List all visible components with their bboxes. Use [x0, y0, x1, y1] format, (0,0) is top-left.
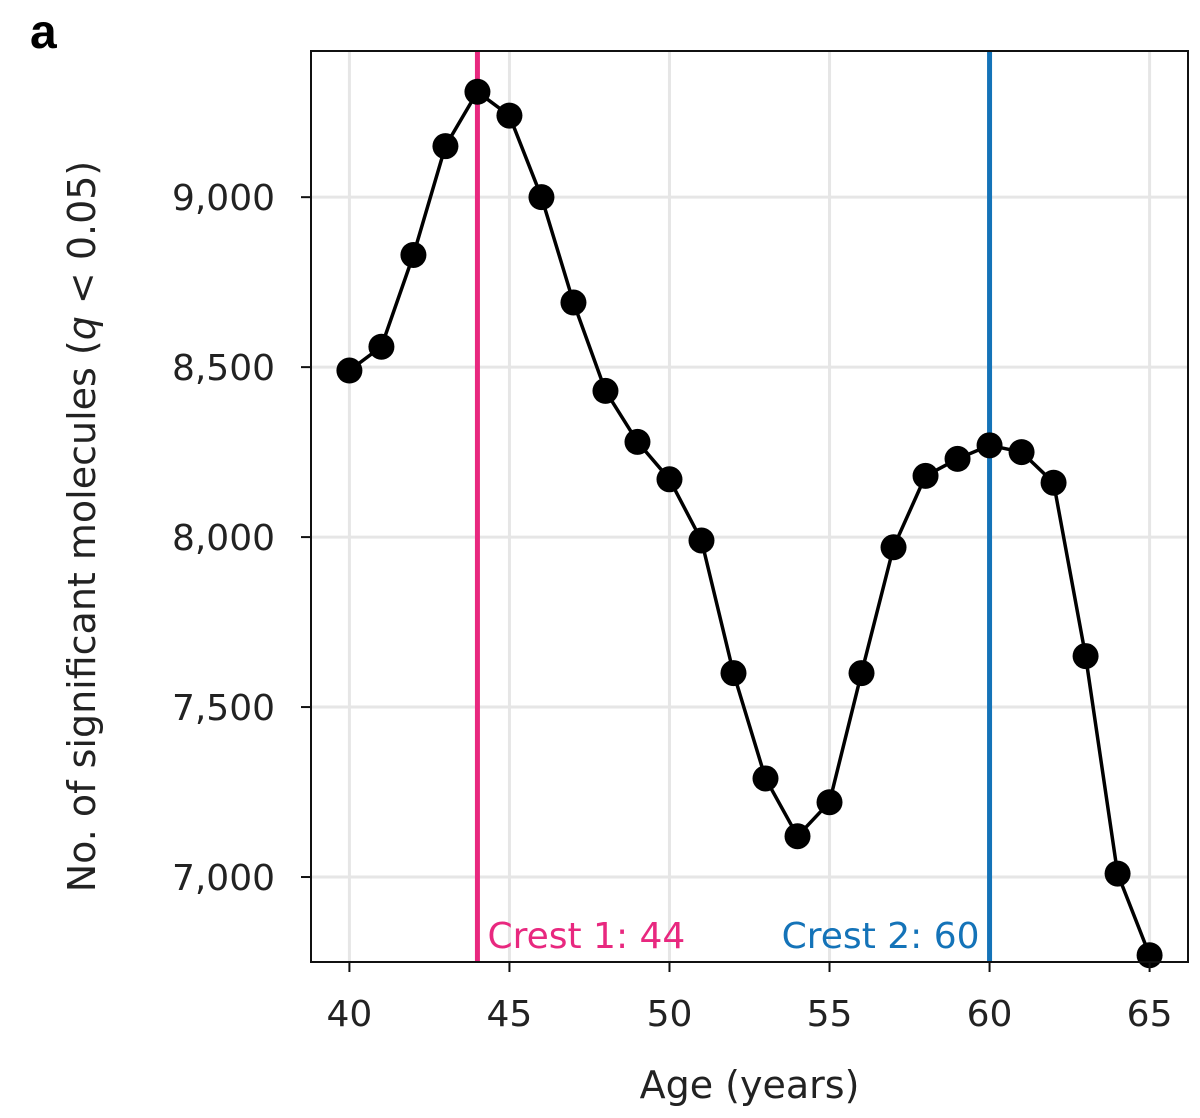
- data-point: [592, 377, 619, 404]
- y-axis-label-suffix: < 0.05): [60, 161, 104, 316]
- crest-label: Crest 1: 44: [487, 916, 685, 957]
- data-point: [880, 534, 907, 561]
- axis-ticks: 40 45 50 55 60 65 7,000 7,500 8,000 8,500 9,000: [172, 178, 1173, 1035]
- data-point: [336, 357, 363, 384]
- crest-lines: [474, 51, 993, 962]
- data-point: [784, 823, 811, 850]
- data-point: [464, 78, 491, 105]
- data-point: [688, 527, 715, 554]
- y-tick-label: 7,500: [172, 688, 275, 729]
- data-point: [976, 432, 1003, 459]
- data-point: [496, 102, 523, 129]
- panel-label: a: [30, 6, 57, 59]
- data-point: [432, 133, 459, 160]
- y-tick-label: 9,000: [172, 178, 275, 219]
- x-axis-label: Age (years): [640, 1063, 860, 1107]
- data-point: [656, 466, 683, 493]
- data-point: [1072, 643, 1099, 670]
- data-point: [848, 660, 875, 687]
- series-line: [348, 90, 1152, 956]
- y-axis-label-prefix: No. of significant molecules (: [60, 340, 104, 892]
- crest-label: Crest 2: 60: [782, 916, 980, 957]
- y-tick-label: 8,500: [172, 348, 275, 389]
- data-series: [336, 78, 1163, 969]
- data-point: [528, 184, 555, 211]
- data-point: [1040, 469, 1067, 496]
- x-tick-label: 45: [487, 994, 533, 1035]
- x-tick-label: 55: [807, 994, 853, 1035]
- data-point: [816, 789, 843, 816]
- x-tick-label: 60: [967, 994, 1013, 1035]
- data-point: [944, 445, 971, 472]
- x-tick-label: 65: [1127, 994, 1173, 1035]
- y-axis-label: No. of significant molecules (q < 0.05): [60, 161, 104, 893]
- data-point: [1104, 860, 1131, 887]
- x-tick-label: 50: [647, 994, 693, 1035]
- data-point: [752, 765, 779, 792]
- data-point: [624, 428, 651, 455]
- data-point: [400, 241, 427, 268]
- x-tick-label: 40: [327, 994, 373, 1035]
- y-tick-label: 8,000: [172, 518, 275, 559]
- plot-frame: [310, 50, 1189, 963]
- y-tick-label: 7,000: [172, 858, 275, 899]
- data-point: [368, 333, 395, 360]
- data-point: [720, 660, 747, 687]
- crest-labels: Crest 1: 44 Crest 2: 60: [487, 916, 979, 957]
- data-point: [1008, 439, 1035, 466]
- y-axis-label-italic: q: [60, 316, 104, 340]
- data-point: [560, 289, 587, 316]
- data-point: [912, 462, 939, 489]
